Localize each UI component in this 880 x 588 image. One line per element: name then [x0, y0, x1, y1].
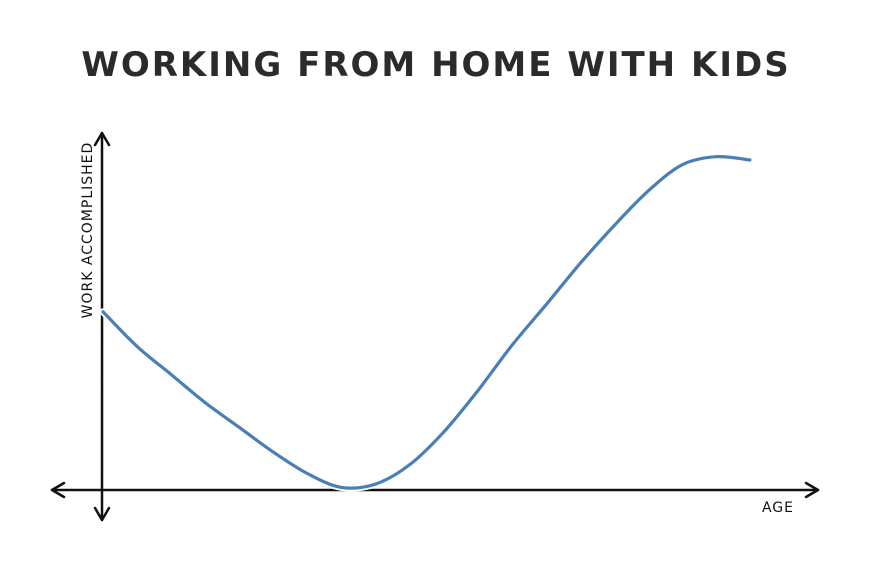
x-axis-arrow-left	[50, 481, 66, 499]
series-layer	[99, 153, 754, 492]
series-line-halo-0	[99, 153, 754, 492]
chart-title: WORKING FROM HOME WITH KIDS	[81, 45, 790, 85]
y-axis	[93, 131, 111, 522]
y-axis-arrow-bottom	[93, 506, 111, 522]
y-axis-label: WORK ACCOMPLISHED	[80, 142, 96, 319]
y-axis-line	[100, 131, 104, 522]
x-axis	[50, 481, 820, 499]
x-axis-arrow-right	[804, 481, 820, 499]
x-axis-line	[50, 488, 820, 492]
y-axis-arrow-top	[93, 131, 111, 147]
x-axis-label: AGE	[762, 500, 794, 516]
series-line-0	[101, 154, 752, 490]
